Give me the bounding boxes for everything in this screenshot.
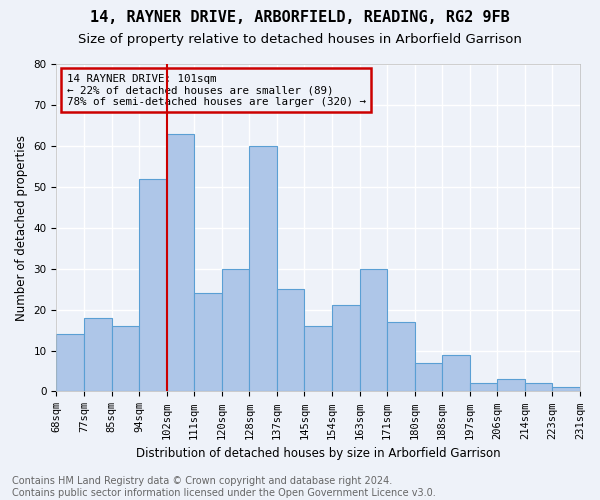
Bar [525,384,553,392]
Bar [553,388,580,392]
Bar [332,306,359,392]
Bar [359,268,387,392]
X-axis label: Distribution of detached houses by size in Arborfield Garrison: Distribution of detached houses by size … [136,447,500,460]
Bar [470,384,497,392]
Bar [194,293,222,392]
Text: 14 RAYNER DRIVE: 101sqm
← 22% of detached houses are smaller (89)
78% of semi-de: 14 RAYNER DRIVE: 101sqm ← 22% of detache… [67,74,366,107]
Bar [415,363,442,392]
Bar [277,289,304,392]
Bar [167,134,194,392]
Bar [139,178,167,392]
Text: 14, RAYNER DRIVE, ARBORFIELD, READING, RG2 9FB: 14, RAYNER DRIVE, ARBORFIELD, READING, R… [90,10,510,25]
Bar [84,318,112,392]
Y-axis label: Number of detached properties: Number of detached properties [15,134,28,320]
Bar [387,322,415,392]
Text: Contains HM Land Registry data © Crown copyright and database right 2024.
Contai: Contains HM Land Registry data © Crown c… [12,476,436,498]
Bar [112,326,139,392]
Bar [497,379,525,392]
Bar [222,268,250,392]
Text: Size of property relative to detached houses in Arborfield Garrison: Size of property relative to detached ho… [78,32,522,46]
Bar [250,146,277,392]
Bar [442,354,470,392]
Bar [56,334,84,392]
Bar [304,326,332,392]
